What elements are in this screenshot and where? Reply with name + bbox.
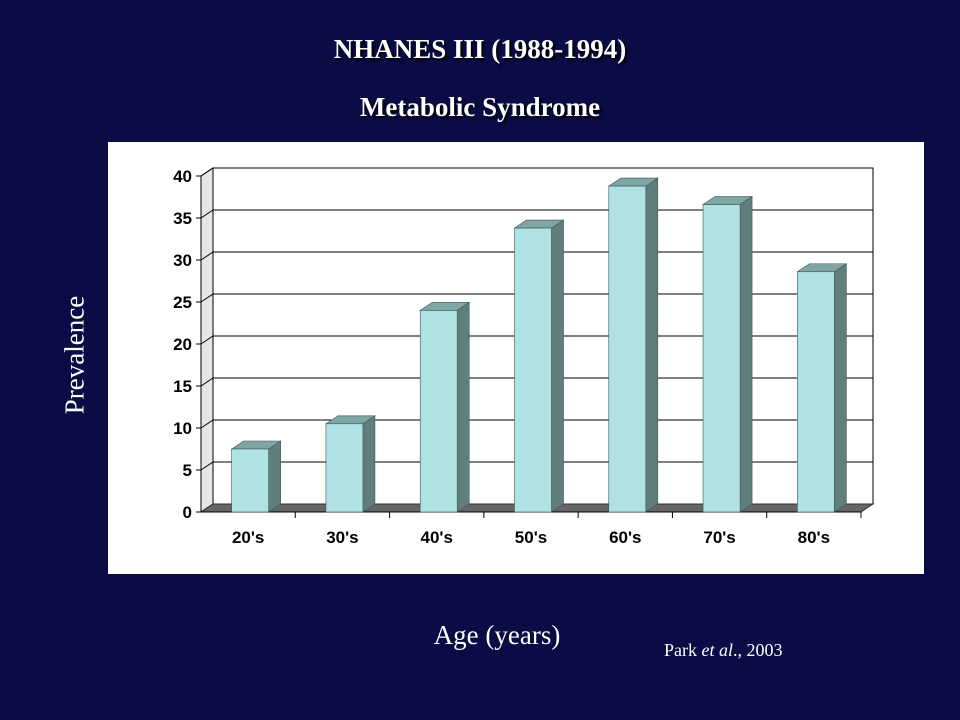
- x-axis-label: Age (years): [433, 620, 561, 650]
- y-axis-label: Prevalence: [59, 295, 90, 415]
- bar: [419, 310, 458, 513]
- bar-side: [551, 219, 564, 513]
- bar: [514, 227, 552, 513]
- y-tick-label: 5: [183, 461, 192, 480]
- x-tick-label: 60's: [609, 528, 641, 547]
- y-tick-label: 0: [183, 503, 192, 522]
- bar: [702, 204, 741, 513]
- x-tick-label: 40's: [421, 528, 453, 547]
- slide-title: NHANES III (1988-1994): [333, 34, 627, 64]
- y-tick-label: 40: [173, 167, 192, 186]
- bar-side: [268, 440, 281, 513]
- bar-side: [834, 263, 847, 513]
- citation-author: Park: [664, 640, 702, 660]
- bar: [608, 185, 647, 513]
- bar-side: [362, 415, 376, 513]
- y-tick-label: 25: [173, 293, 192, 312]
- citation-year: ., 2003: [733, 640, 783, 660]
- x-tick-label: 30's: [326, 528, 358, 547]
- bar-side: [645, 177, 659, 513]
- y-tick-label: 15: [173, 377, 192, 396]
- citation-et-al: et al: [701, 640, 734, 660]
- bar-chart: 0 5 10 15 20 25 30 35 40 20's 30's 40's 50's 60's 70's…: [173, 167, 875, 547]
- bar: [325, 423, 364, 513]
- citation: Park et al., 2003: [664, 640, 783, 661]
- bar: [231, 448, 269, 513]
- gridline: [200, 167, 873, 177]
- x-tick-label: 70's: [703, 528, 735, 547]
- x-tick-label: 50's: [515, 528, 547, 547]
- x-tick-label: 20's: [232, 528, 264, 547]
- chart-panel: 0 5 10 15 20 25 30 35 40 20's 30's 40's 50's 60's 70's…: [108, 142, 924, 574]
- bar-side: [456, 301, 470, 513]
- y-tick-label: 20: [173, 335, 192, 354]
- bar: [797, 271, 835, 513]
- x-tick-label: 80's: [798, 528, 830, 547]
- bar-side: [739, 195, 753, 513]
- y-tick-label: 10: [173, 419, 192, 438]
- y-tick-label: 35: [173, 209, 192, 228]
- slide-subtitle: Metabolic Syndrome: [359, 92, 601, 122]
- y-tick-label: 30: [173, 251, 192, 270]
